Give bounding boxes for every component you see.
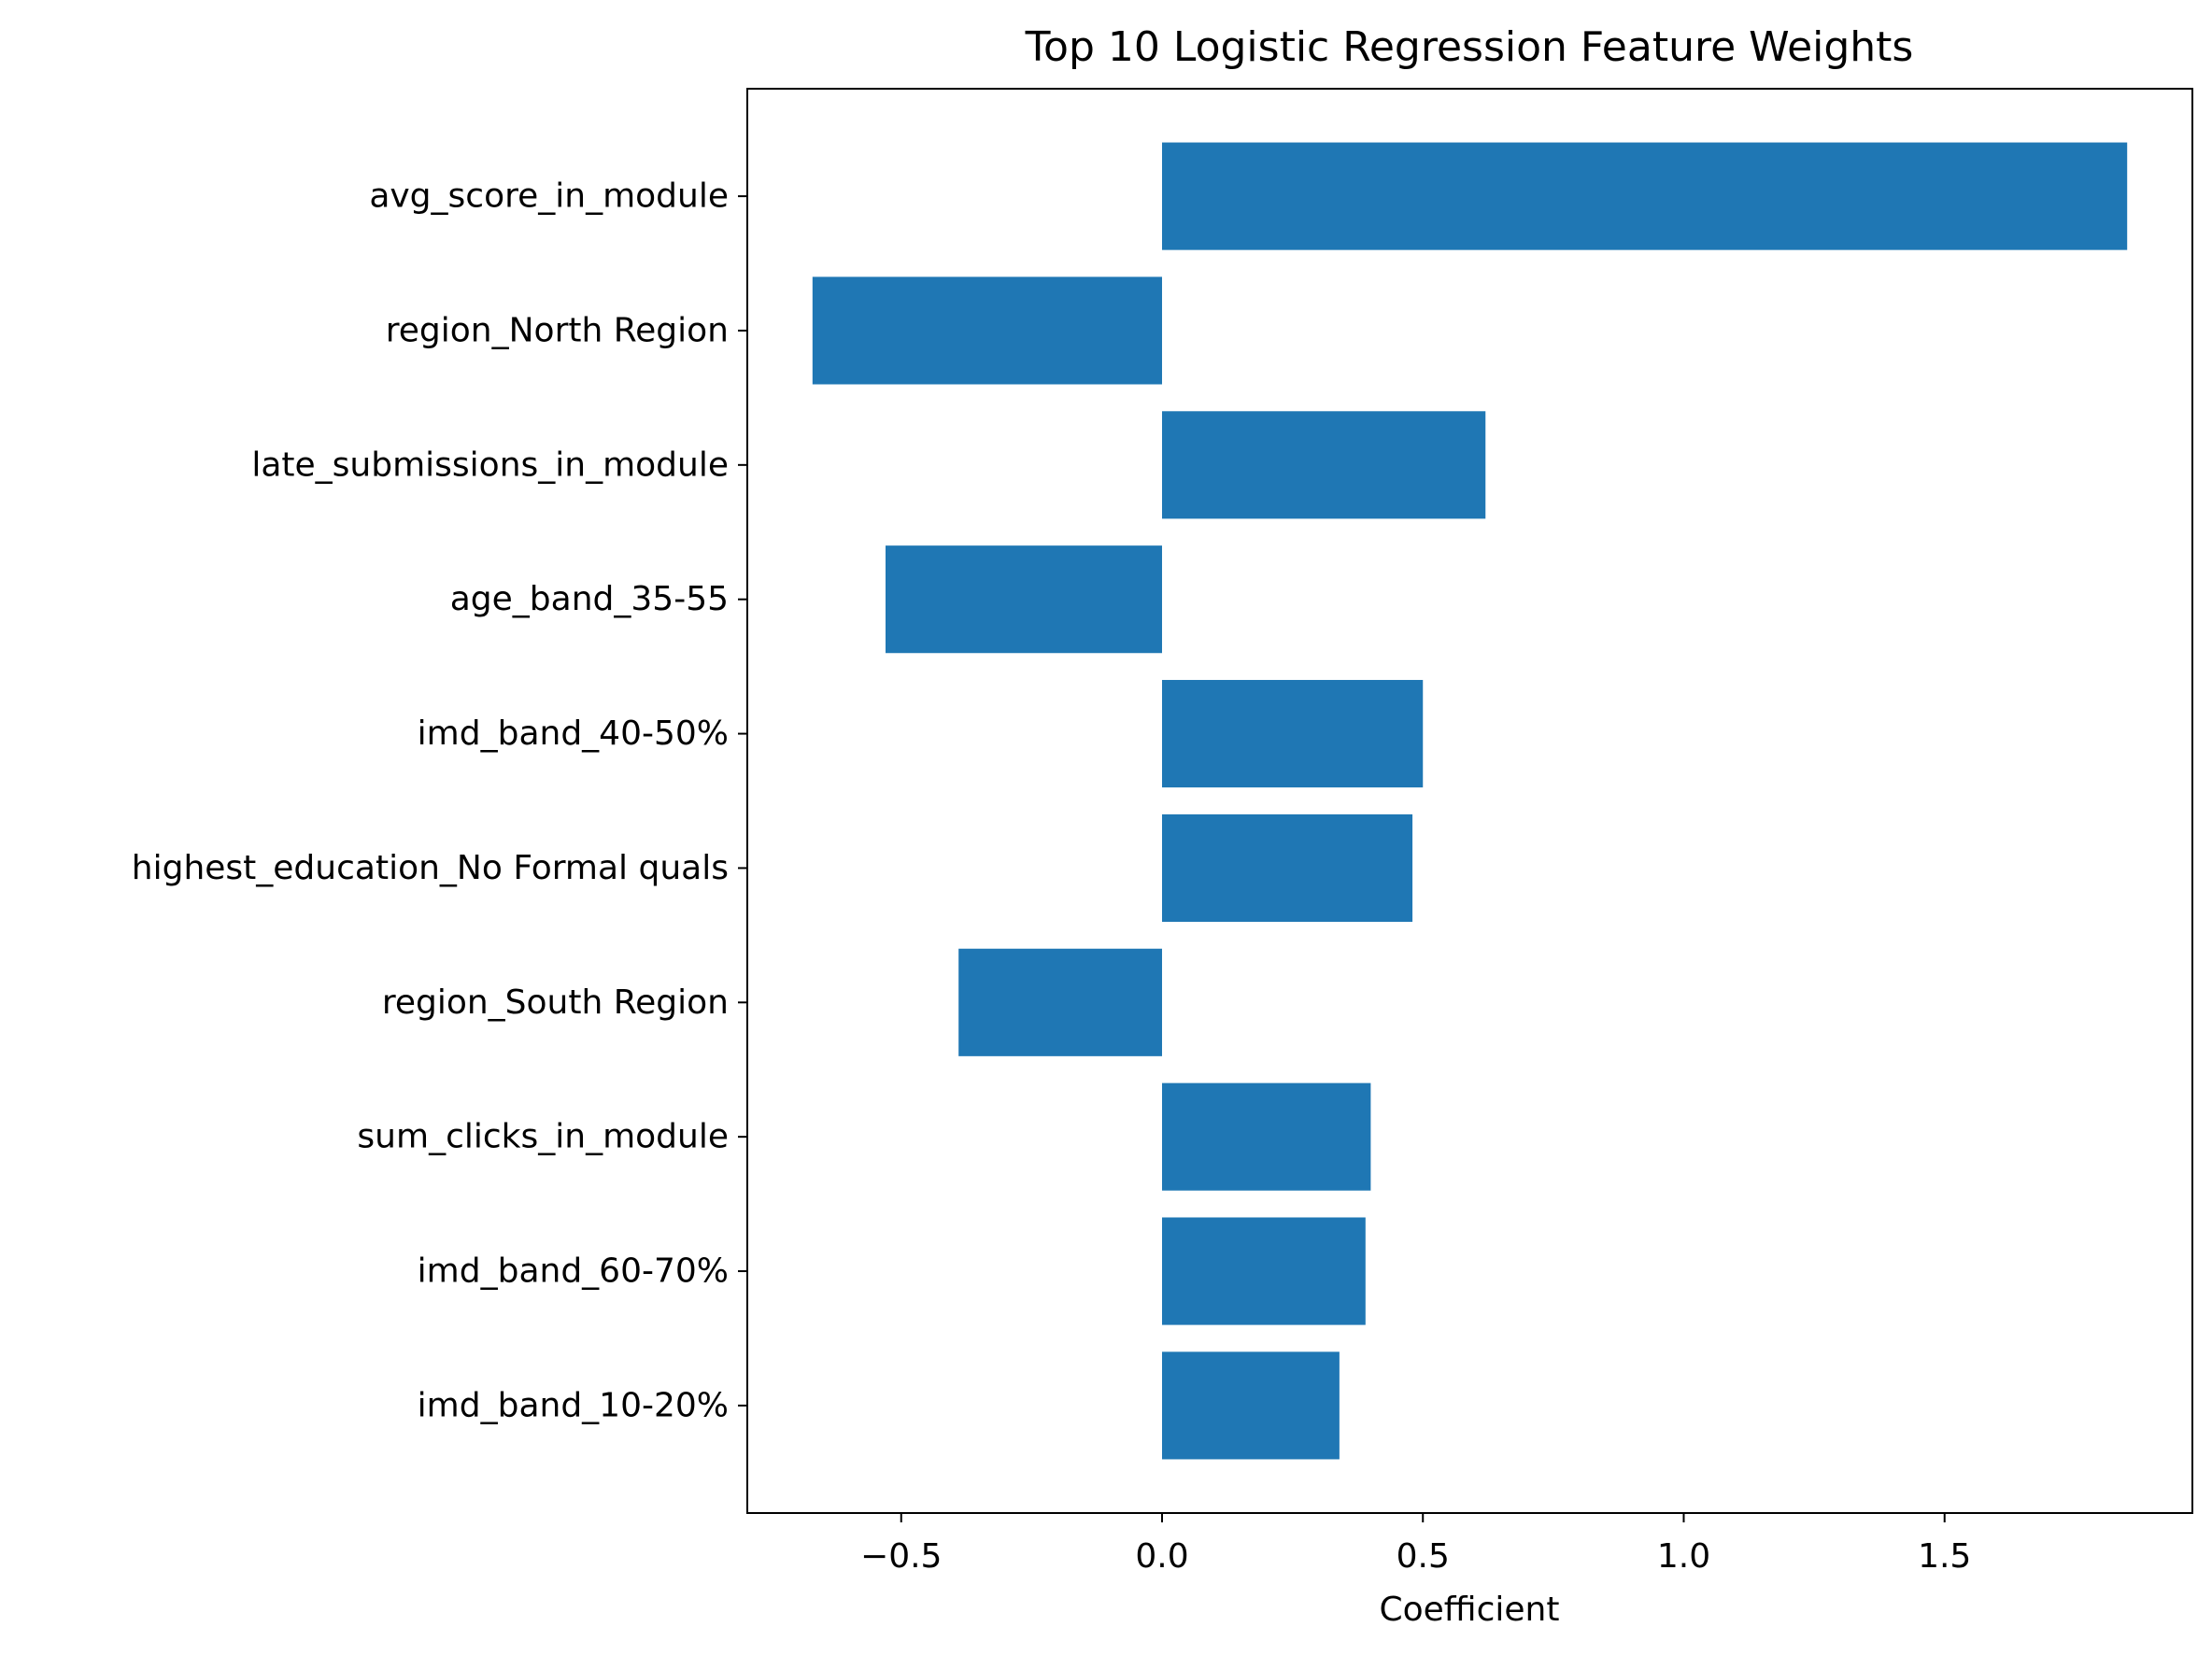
bar-2 bbox=[1161, 411, 1486, 519]
y-tick-label: imd_band_60-70% bbox=[418, 1252, 729, 1291]
x-tick-label: −0.5 bbox=[860, 1537, 942, 1576]
y-axis: avg_score_in_module region_North Region la… bbox=[132, 177, 747, 1424]
x-axis-label: Coefficient bbox=[1380, 1591, 1560, 1629]
bar-4 bbox=[1161, 680, 1424, 788]
y-tick-label: sum_clicks_in_module bbox=[357, 1118, 729, 1156]
bar-6 bbox=[958, 948, 1162, 1056]
bar-1 bbox=[812, 276, 1162, 385]
bar-0 bbox=[1161, 142, 2128, 250]
y-tick-label: imd_band_10-20% bbox=[418, 1386, 729, 1424]
plot-area-frame bbox=[746, 88, 2193, 1514]
bars-layer bbox=[812, 142, 2128, 1460]
y-tick-label: highest_education_No Formal quals bbox=[132, 849, 729, 887]
y-tick-label: imd_band_40-50% bbox=[418, 714, 729, 753]
chart-title: Top 10 Logistic Regression Feature Weigh… bbox=[1025, 23, 1914, 71]
y-tick-label: region_North Region bbox=[386, 311, 729, 349]
x-tick-label: 1.0 bbox=[1657, 1537, 1710, 1576]
y-tick-label: region_South Region bbox=[382, 983, 729, 1022]
bar-3 bbox=[885, 545, 1162, 654]
x-tick-label: 0.5 bbox=[1397, 1537, 1450, 1576]
y-tick-label: avg_score_in_module bbox=[369, 177, 729, 216]
x-axis: −0.5 0.0 0.5 1.0 1.5 bbox=[860, 1513, 1971, 1576]
bar-8 bbox=[1161, 1217, 1366, 1325]
x-tick-label: 1.5 bbox=[1918, 1537, 1971, 1576]
y-tick-label: late_submissions_in_module bbox=[251, 446, 729, 484]
x-tick-label: 0.0 bbox=[1135, 1537, 1188, 1576]
bar-9 bbox=[1161, 1351, 1340, 1460]
bar-5 bbox=[1161, 813, 1413, 922]
bar-7 bbox=[1161, 1082, 1371, 1191]
y-tick-label: age_band_35-55 bbox=[450, 580, 729, 618]
